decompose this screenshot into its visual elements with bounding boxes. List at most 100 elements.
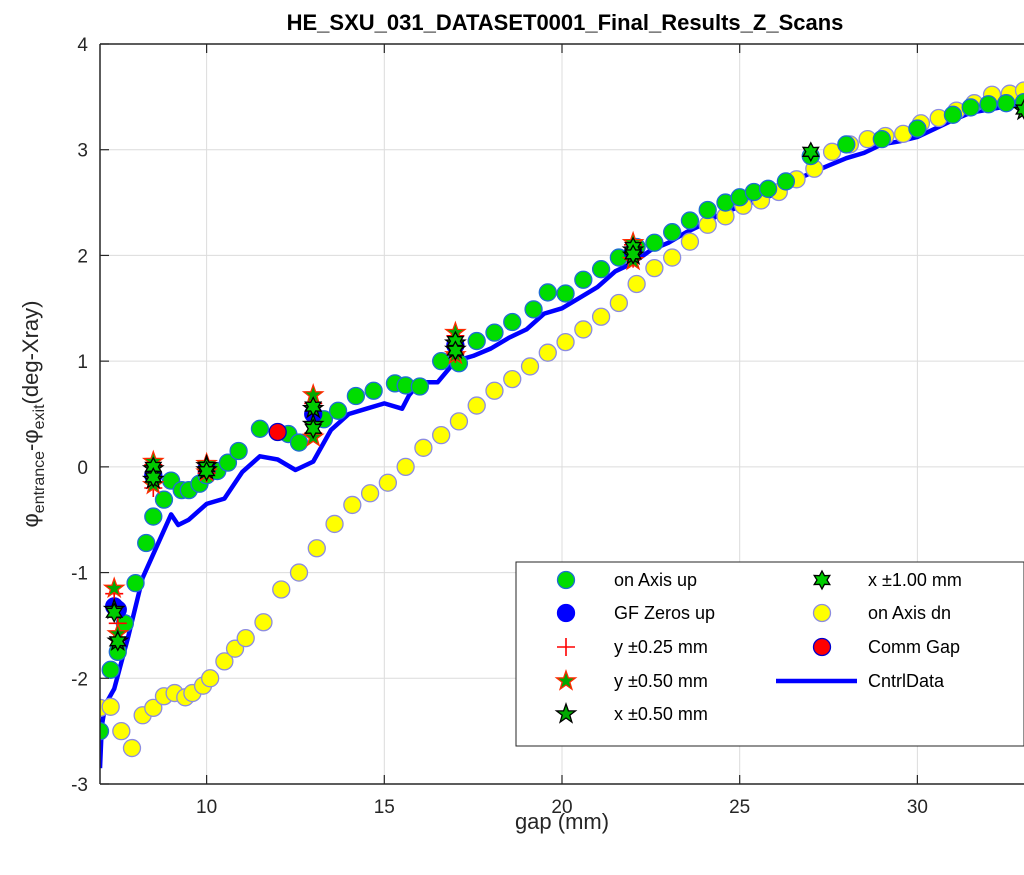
on-axis-dn-point	[646, 260, 663, 277]
x-tick-label: 30	[907, 797, 928, 818]
x-tick-label: 10	[196, 797, 217, 818]
on-axis-dn-point	[664, 249, 681, 266]
y-label-phi2: φ	[18, 429, 43, 443]
on-axis-up-point	[291, 434, 308, 451]
on-axis-up-point	[145, 508, 162, 525]
on-axis-up-point	[127, 575, 144, 592]
on-axis-up-point	[760, 180, 777, 197]
on-axis-dn-point	[237, 630, 254, 647]
on-axis-up-point	[504, 314, 521, 331]
on-axis-up-point	[998, 95, 1015, 112]
on-axis-up-point	[664, 224, 681, 241]
legend-label: x ±0.50 mm	[614, 704, 708, 724]
on-axis-up-point	[681, 212, 698, 229]
y-tick-label: 3	[77, 141, 88, 162]
on-axis-dn-point	[102, 698, 119, 715]
legend-marker	[558, 605, 575, 622]
on-axis-dn-point	[593, 308, 610, 325]
x-tick-label: 25	[729, 797, 750, 818]
on-axis-up-point	[539, 284, 556, 301]
comm-gap-point	[269, 423, 286, 440]
y-tick-label: -2	[71, 669, 88, 690]
y-tick-label: -1	[71, 564, 88, 585]
y-tick-label: 0	[77, 458, 88, 479]
on-axis-dn-point	[326, 515, 343, 532]
on-axis-up-point	[557, 285, 574, 302]
on-axis-dn-point	[575, 321, 592, 338]
on-axis-dn-point	[397, 458, 414, 475]
legend-label: on Axis dn	[868, 603, 951, 623]
on-axis-up-point	[777, 173, 794, 190]
on-axis-dn-point	[291, 564, 308, 581]
on-axis-dn-point	[522, 358, 539, 375]
on-axis-dn-point	[628, 275, 645, 292]
legend-marker	[814, 605, 831, 622]
x-axis-label: gap (mm)	[515, 809, 609, 834]
on-axis-dn-point	[539, 344, 556, 361]
legend-label: GF Zeros up	[614, 603, 715, 623]
on-axis-up-point	[944, 106, 961, 123]
on-axis-up-point	[230, 443, 247, 460]
on-axis-dn-point	[433, 427, 450, 444]
on-axis-up-point	[486, 324, 503, 341]
y-label-sub1: entrance	[31, 451, 48, 513]
x-tick-label: 15	[374, 797, 395, 818]
on-axis-dn-point	[344, 496, 361, 513]
on-axis-dn-point	[308, 540, 325, 557]
y-tick-label: 4	[77, 35, 88, 56]
on-axis-dn-point	[557, 334, 574, 351]
on-axis-dn-point	[123, 740, 140, 757]
on-axis-dn-point	[255, 614, 272, 631]
legend-label: on Axis up	[614, 570, 697, 590]
on-axis-up-point	[962, 99, 979, 116]
legend: on Axis up GF Zeros up y ±0.25 mm y ±0.50 m…	[516, 562, 1024, 746]
legend-marker	[814, 639, 831, 656]
series-comm-gap	[269, 423, 286, 440]
on-axis-up-point	[980, 96, 997, 113]
legend-label: y ±0.50 mm	[614, 671, 708, 691]
y-tick-label: -3	[71, 775, 88, 796]
on-axis-up-point	[699, 201, 716, 218]
on-axis-up-point	[909, 120, 926, 137]
on-axis-up-point	[468, 333, 485, 350]
legend-label: y ±0.25 mm	[614, 637, 708, 657]
y-label-phi1: φ	[18, 513, 43, 527]
on-axis-dn-point	[202, 670, 219, 687]
on-axis-dn-point	[610, 295, 627, 312]
chart-title: HE_SXU_031_DATASET0001_Final_Results_Z_S…	[287, 10, 844, 35]
on-axis-up-point	[838, 136, 855, 153]
on-axis-up-point	[873, 131, 890, 148]
on-axis-dn-point	[468, 397, 485, 414]
y-label-sub2: exit	[31, 404, 48, 429]
on-axis-dn-point	[362, 485, 379, 502]
legend-label: x ±1.00 mm	[868, 570, 962, 590]
on-axis-dn-point	[415, 439, 432, 456]
legend-label: Comm Gap	[868, 637, 960, 657]
y-tick-labels: -3 -2 -1 0 1 2 3 4	[71, 35, 88, 796]
on-axis-dn-point	[681, 233, 698, 250]
legend-marker	[558, 572, 575, 589]
on-axis-dn-point	[273, 581, 290, 598]
on-axis-up-point	[102, 661, 119, 678]
on-axis-up-point	[593, 261, 610, 278]
y-label-minus: -	[18, 444, 43, 451]
y-tick-label: 1	[77, 352, 88, 373]
on-axis-up-point	[138, 534, 155, 551]
on-axis-dn-point	[379, 474, 396, 491]
on-axis-dn-point	[486, 382, 503, 399]
y-label-unit: (deg-Xray)	[18, 301, 43, 405]
on-axis-up-point	[251, 420, 268, 437]
legend-label: CntrlData	[868, 671, 945, 691]
on-axis-up-point	[411, 378, 428, 395]
on-axis-up-point	[575, 271, 592, 288]
y-tick-label: 2	[77, 246, 88, 267]
on-axis-up-point	[155, 491, 172, 508]
on-axis-up-point	[525, 301, 542, 318]
on-axis-up-point	[347, 388, 364, 405]
on-axis-dn-point	[504, 371, 521, 388]
on-axis-dn-point	[450, 413, 467, 430]
y-axis-label: φentrance-φexit(deg-Xray)	[18, 301, 48, 528]
on-axis-dn-point	[113, 723, 130, 740]
